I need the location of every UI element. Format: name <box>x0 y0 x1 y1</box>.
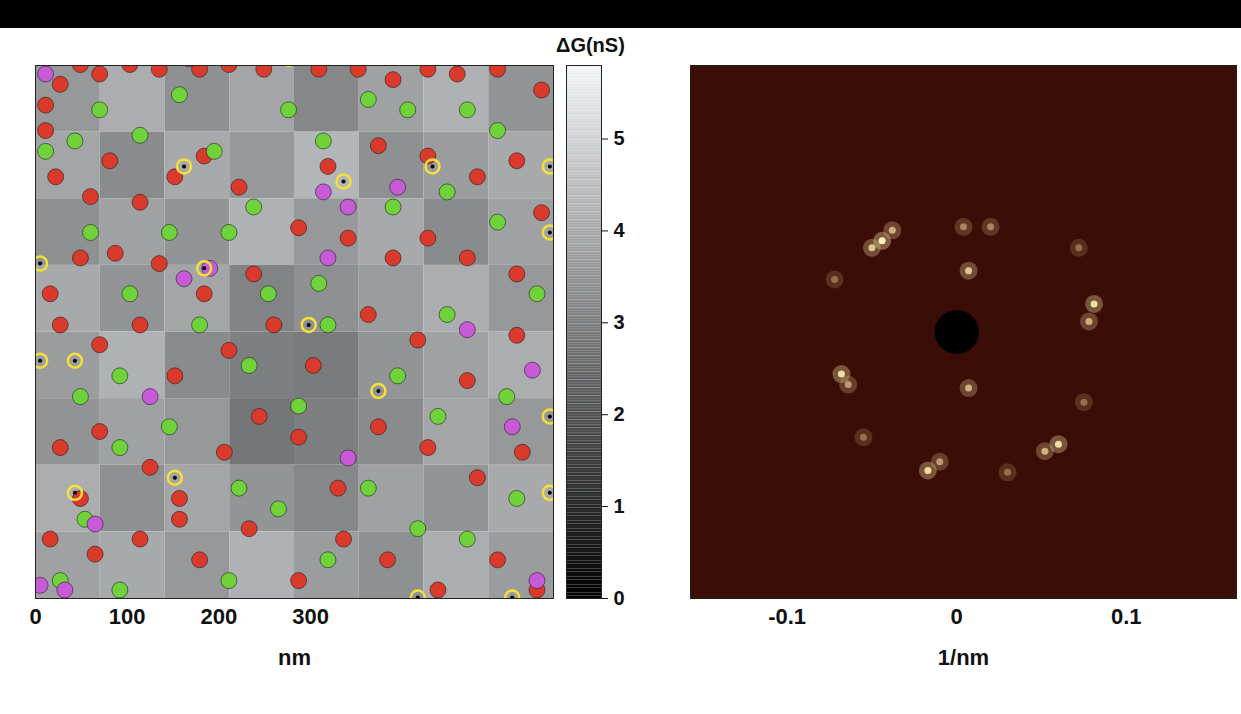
svg-text:2: 2 <box>614 403 625 425</box>
svg-text:0.1: 0.1 <box>1111 604 1142 629</box>
svg-text:200: 200 <box>201 604 238 629</box>
svg-text:0: 0 <box>951 604 963 629</box>
svg-text:100: 100 <box>109 604 146 629</box>
svg-text:1/nm: 1/nm <box>938 645 989 670</box>
svg-text:0: 0 <box>614 587 625 609</box>
svg-text:5: 5 <box>614 127 625 149</box>
svg-text:300: 300 <box>292 604 329 629</box>
svg-text:nm: nm <box>278 645 311 670</box>
svg-text:0: 0 <box>29 604 41 629</box>
html-text:ΔG(nS): ΔG(nS) <box>556 34 625 56</box>
svg-text:-0.1: -0.1 <box>768 604 806 629</box>
svg-text:3: 3 <box>614 311 625 333</box>
svg-text:1: 1 <box>614 495 625 517</box>
svg-text:4: 4 <box>614 219 626 241</box>
